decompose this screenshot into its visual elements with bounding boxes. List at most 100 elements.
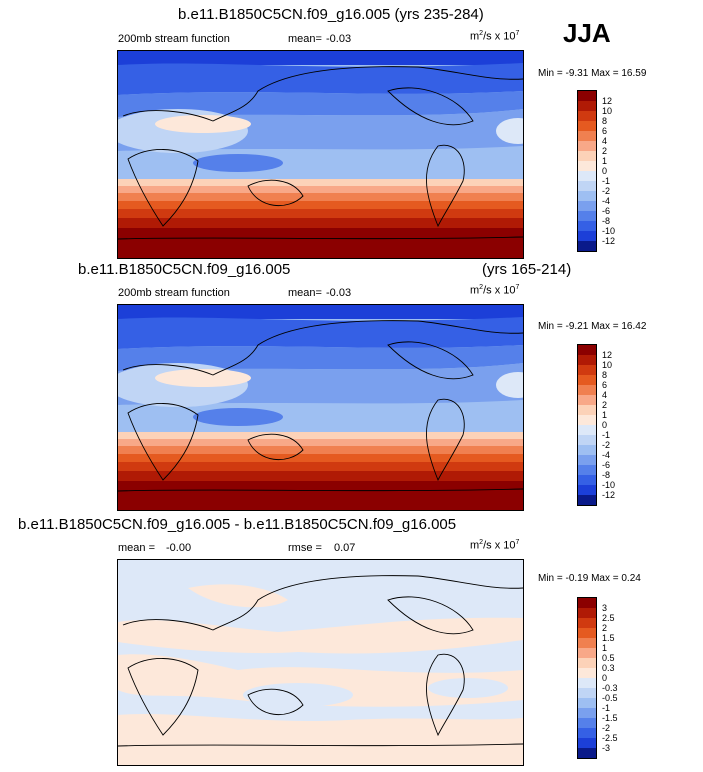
colorbar-cell xyxy=(578,91,596,101)
colorbar-cell xyxy=(578,161,596,171)
panel1-minmax: Min = -9.31 Max = 16.59 xyxy=(538,68,647,79)
panel1-variable: 200mb stream function xyxy=(118,33,230,45)
colorbar-tick-label: 4 xyxy=(602,390,608,400)
colorbar-tick-label: 0.3 xyxy=(602,663,615,673)
colorbar-tick-label: 2 xyxy=(602,623,608,633)
panel1-colorbar xyxy=(577,90,597,252)
colorbar-cell xyxy=(578,415,596,425)
colorbar-cell xyxy=(578,445,596,455)
colorbar-cell xyxy=(578,718,596,728)
colorbar-cell xyxy=(578,618,596,628)
colorbar-cell xyxy=(578,455,596,465)
panel1-map xyxy=(117,50,524,259)
colorbar-tick-label: -12 xyxy=(602,236,616,246)
panel3-rmse-label: rmse = xyxy=(288,542,322,554)
colorbar-cell xyxy=(578,608,596,618)
panel3-field xyxy=(118,560,523,765)
colorbar-cell xyxy=(578,708,596,718)
colorbar-tick-label: 0 xyxy=(602,166,608,176)
panel2-title-right: (yrs 165-214) xyxy=(482,261,572,278)
colorbar-cell xyxy=(578,738,596,748)
panel2-title: b.e11.B1850C5CN.f09_g16.005 xyxy=(78,261,291,278)
colorbar-tick-label: -6 xyxy=(602,460,611,470)
panel3-rmse-value: 0.07 xyxy=(334,542,356,554)
colorbar-tick-label: -8 xyxy=(602,216,611,226)
colorbar-tick-label: -1.5 xyxy=(602,713,618,723)
colorbar-cell xyxy=(578,385,596,395)
panel3-coastlines xyxy=(118,575,523,747)
colorbar-tick-label: 10 xyxy=(602,360,613,370)
panel1-coastlines xyxy=(118,66,523,240)
colorbar-cell xyxy=(578,698,596,708)
colorbar-tick-label: -1 xyxy=(602,176,611,186)
colorbar-cell xyxy=(578,598,596,608)
colorbar-cell xyxy=(578,395,596,405)
panel2-map xyxy=(117,304,524,511)
colorbar-tick-label: 1 xyxy=(602,156,608,166)
colorbar-tick-label: -2 xyxy=(602,723,611,733)
panel3-mean-label: mean = xyxy=(118,542,155,554)
panel2-coastlines xyxy=(118,320,523,492)
colorbar-cell xyxy=(578,345,596,355)
panel1-mean-label: mean= xyxy=(288,33,322,45)
season-label: JJA xyxy=(563,18,611,48)
colorbar-cell xyxy=(578,678,596,688)
colorbar-tick-label: 3 xyxy=(602,603,608,613)
panel3-map xyxy=(117,559,524,766)
colorbar-cell xyxy=(578,211,596,221)
colorbar-tick-label: -2.5 xyxy=(602,733,618,743)
colorbar-cell xyxy=(578,748,596,758)
colorbar-tick-label: 0 xyxy=(602,673,608,683)
colorbar-tick-label: -2 xyxy=(602,186,611,196)
colorbar-cell xyxy=(578,465,596,475)
colorbar-tick-label: -10 xyxy=(602,226,616,236)
colorbar-tick-label: 1 xyxy=(602,643,608,653)
colorbar-cell xyxy=(578,435,596,445)
panel3-mean-value: -0.00 xyxy=(166,542,192,554)
colorbar-cell xyxy=(578,111,596,121)
colorbar-cell xyxy=(578,171,596,181)
colorbar-cell xyxy=(578,485,596,495)
colorbar-tick-label: -8 xyxy=(602,470,611,480)
colorbar-cell xyxy=(578,728,596,738)
colorbar-cell xyxy=(578,658,596,668)
colorbar-tick-label: 4 xyxy=(602,136,608,146)
colorbar-tick-label: 2 xyxy=(602,146,608,156)
colorbar-cell xyxy=(578,241,596,251)
panel2-field xyxy=(118,305,523,510)
colorbar-tick-label: 0.5 xyxy=(602,653,615,663)
colorbar-tick-label: -12 xyxy=(602,490,616,500)
panel1-units: m2/s x 107 xyxy=(470,30,520,43)
colorbar-cell xyxy=(578,181,596,191)
colorbar-cell xyxy=(578,688,596,698)
colorbar-tick-label: -1 xyxy=(602,703,611,713)
panel1-mean-value: -0.03 xyxy=(326,33,352,45)
colorbar-tick-label: -0.3 xyxy=(602,683,618,693)
colorbar-cell xyxy=(578,365,596,375)
colorbar-cell xyxy=(578,101,596,111)
colorbar-tick-label: -6 xyxy=(602,206,611,216)
panel2-minmax: Min = -9.21 Max = 16.42 xyxy=(538,321,647,332)
colorbar-tick-label: -4 xyxy=(602,450,611,460)
colorbar-tick-label: 0 xyxy=(602,420,608,430)
colorbar-tick-label: 1 xyxy=(602,410,608,420)
panel2-variable: 200mb stream function xyxy=(118,287,230,299)
colorbar-cell xyxy=(578,628,596,638)
panel2-colorbar xyxy=(577,344,597,506)
colorbar-tick-label: 2 xyxy=(602,400,608,410)
panel1-title: b.e11.B1850C5CN.f09_g16.005 (yrs 235-284… xyxy=(178,6,484,23)
panel2-units: m2/s x 107 xyxy=(470,284,520,297)
panel3-colorbar xyxy=(577,597,597,759)
colorbar-cell xyxy=(578,221,596,231)
panel3-minmax: Min = -0.19 Max = 0.24 xyxy=(538,573,641,584)
panel1-field xyxy=(118,51,523,258)
panel2-mean-label: mean= xyxy=(288,287,322,299)
colorbar-cell xyxy=(578,355,596,365)
colorbar-cell xyxy=(578,151,596,161)
colorbar-tick-label: 10 xyxy=(602,106,613,116)
colorbar-cell xyxy=(578,405,596,415)
colorbar-tick-label: 6 xyxy=(602,126,608,136)
colorbar-tick-label: 12 xyxy=(602,96,613,106)
colorbar-cell xyxy=(578,131,596,141)
panel2-mean-value: -0.03 xyxy=(326,287,352,299)
